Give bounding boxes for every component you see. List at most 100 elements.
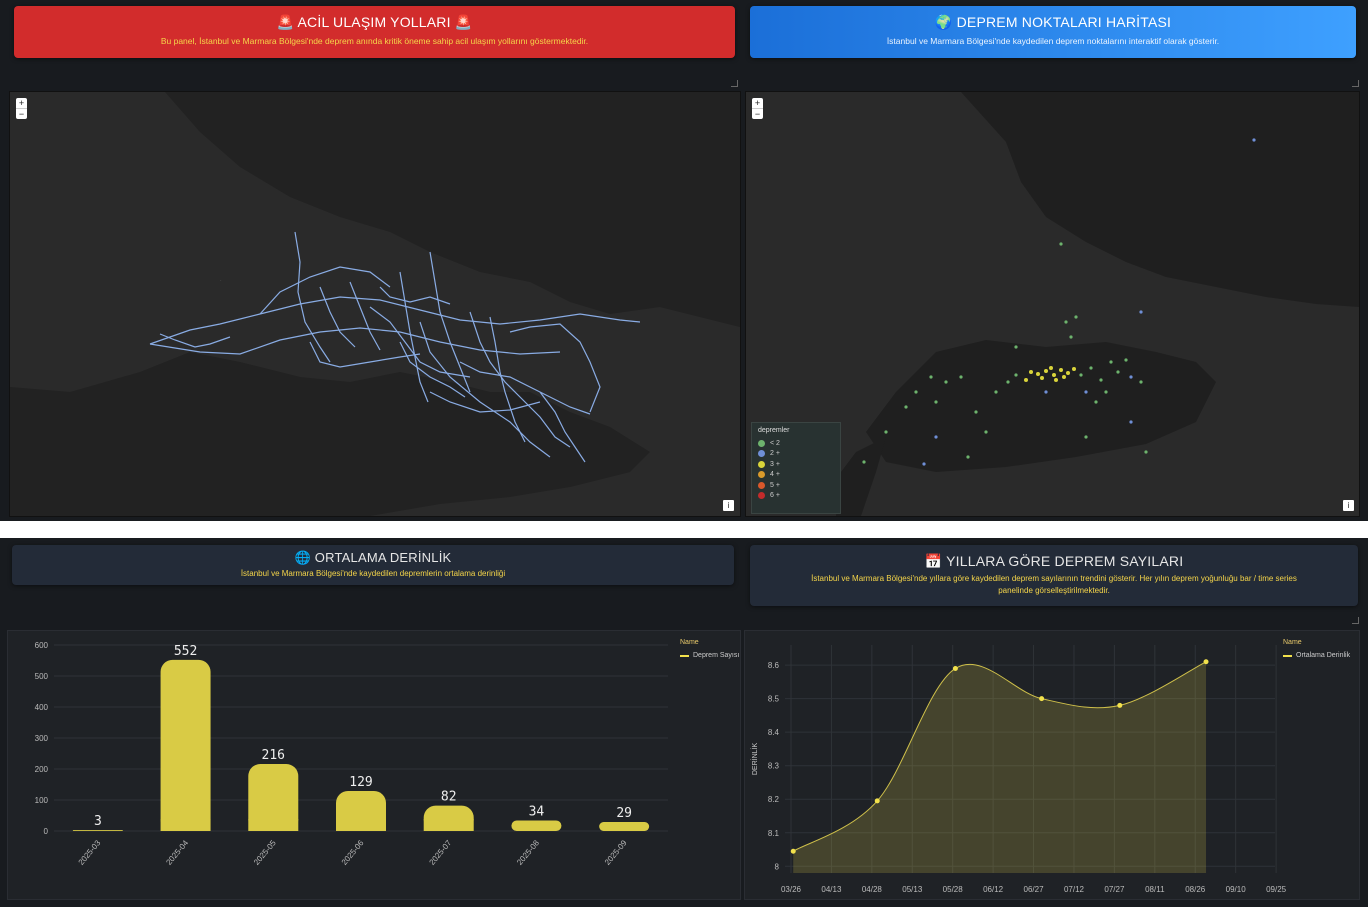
quakes-panel-header: 🌍 DEPREM NOKTALARI HARİTASI İstanbul ve … — [750, 6, 1356, 58]
y-tick-label: 100 — [35, 796, 49, 805]
y-tick-label: 8.3 — [768, 762, 780, 771]
roads-panel-header: 🚨 ACİL ULAŞIM YOLLARI 🚨 Bu panel, İstanb… — [14, 6, 735, 58]
marmara-sea — [866, 340, 1216, 472]
roads-panel-subtitle: Bu panel, İstanbul ve Marmara Bölgesi'nd… — [160, 36, 589, 46]
depth-panel-subtitle: İstanbul ve Marmara Bölgesi'nde kaydedil… — [240, 569, 506, 578]
legend-name-header: Name — [680, 639, 699, 646]
x-tick-label: 2025-09 — [603, 838, 629, 867]
bar[interactable] — [248, 764, 299, 831]
legend-item[interactable]: < 2 — [758, 438, 834, 449]
line-chart-panel: 8 8.1 8.2 8.3 8.4 8.5 8.6 03/26 04/13 04/28 05/13 0… — [744, 630, 1360, 900]
y-tick-label: 200 — [35, 765, 49, 774]
line-chart[interactable]: 8 8.1 8.2 8.3 8.4 8.5 8.6 03/26 04/13 04/28 05/13 0… — [745, 631, 1359, 899]
legend-item-label: 6 + — [770, 492, 780, 500]
info-button[interactable]: i — [1343, 500, 1354, 511]
resize-handle[interactable] — [1352, 80, 1359, 87]
quakes-map-canvas[interactable] — [746, 92, 1359, 516]
data-point[interactable] — [1039, 696, 1045, 702]
bar-base — [160, 819, 211, 831]
bar[interactable] — [511, 820, 562, 831]
bar[interactable] — [72, 830, 123, 831]
y-tick-label: 8 — [775, 862, 780, 871]
bar-chart-panel: 0 100 200 300 400 500 600 3 2025-03 552 2025-04 216… — [7, 630, 741, 900]
yearly-panel-subtitle-2: panelinde görselleştirilmektedir. — [998, 586, 1110, 595]
legend-item-label: < 2 — [770, 439, 780, 447]
legend-color-dot — [758, 460, 765, 468]
data-point[interactable] — [952, 665, 958, 671]
bar[interactable] — [599, 822, 650, 831]
x-tick-label: 06/27 — [1024, 885, 1045, 894]
bar-base — [423, 819, 474, 831]
bar-value-label: 129 — [349, 775, 372, 790]
roads-map[interactable]: · + − i — [9, 91, 741, 517]
bar[interactable] — [160, 659, 211, 831]
quakes-panel-title: 🌍 DEPREM NOKTALARI HARİTASI — [934, 14, 1172, 30]
zoom-out-button[interactable]: − — [754, 109, 761, 119]
yearly-panel-subtitle-1: İstanbul ve Marmara Bölgesi'nde yıllara … — [811, 574, 1297, 583]
bar-value-label: 82 — [441, 790, 457, 805]
roads-panel-title: 🚨 ACİL ULAŞIM YOLLARI 🚨 — [276, 14, 473, 30]
marmara-sea — [10, 352, 650, 516]
legend-swatch — [1283, 654, 1292, 657]
bar-value-label: 3 — [94, 814, 102, 829]
x-tick-label: 2025-03 — [77, 838, 103, 867]
x-tick-label: 04/13 — [821, 885, 842, 894]
legend-item-label: Ortalama Derinlik — [1296, 652, 1351, 659]
legend-color-dot — [758, 450, 765, 458]
quakes-map[interactable]: + − depremler < 2 2 + 3 + 4 + 5 + 6 + i — [745, 91, 1360, 517]
legend-color-dot — [758, 471, 765, 479]
legend-item-label: 2 + — [770, 450, 780, 458]
zoom-in-button[interactable]: + — [16, 98, 27, 109]
area-fill — [793, 661, 1207, 873]
legend-item-label: 5 + — [770, 481, 780, 489]
x-tick-label: 03/26 — [781, 885, 802, 894]
legend-item[interactable]: Deprem Sayısı — [680, 652, 739, 659]
y-tick-label: 8.2 — [768, 795, 780, 804]
data-point[interactable] — [790, 848, 796, 854]
bar-base — [248, 819, 299, 831]
quakes-zoom-control: + − — [752, 98, 763, 119]
legend-swatch — [680, 654, 689, 657]
info-button[interactable]: i — [723, 500, 734, 511]
depth-panel-header: 🌐 ORTALAMA DERİNLİK İstanbul ve Marmara … — [12, 545, 734, 585]
roads-map-canvas[interactable]: · — [10, 92, 740, 516]
quake-magnitude-legend: depremler < 2 2 + 3 + 4 + 5 + 6 + — [751, 422, 841, 514]
legend-item-label: Deprem Sayısı — [693, 652, 740, 659]
quake-points — [862, 138, 1256, 466]
series-line[interactable] — [792, 661, 1207, 852]
roads-zoom-control: + − — [16, 98, 27, 119]
y-tick-label: 8.5 — [768, 695, 780, 704]
legend-item[interactable]: 6 + — [758, 491, 834, 502]
yearly-panel-header: 📅 YILLARA GÖRE DEPREM SAYILARI İstanbul … — [750, 545, 1358, 606]
legend-item[interactable]: 4 + — [758, 470, 834, 481]
black-sea — [165, 92, 740, 327]
x-tick-label: 04/28 — [862, 885, 883, 894]
x-tick-label: 2025-07 — [427, 838, 453, 867]
x-tick-label: 07/27 — [1104, 885, 1125, 894]
data-point[interactable] — [874, 798, 880, 804]
legend-color-dot — [758, 481, 765, 489]
resize-handle[interactable] — [731, 80, 738, 87]
legend-name-header: Name — [1283, 639, 1302, 646]
zoom-out-button[interactable]: − — [18, 109, 25, 119]
resize-handle[interactable] — [1352, 617, 1359, 624]
row-divider — [0, 521, 1368, 538]
x-tick-label: 06/12 — [983, 885, 1004, 894]
bar-value-label: 34 — [529, 804, 545, 819]
legend-item[interactable]: 5 + — [758, 480, 834, 491]
bar-value-label: 216 — [262, 748, 285, 763]
quakes-panel-subtitle: İstanbul ve Marmara Bölgesi'nde kaydedil… — [886, 36, 1220, 46]
data-point[interactable] — [1203, 659, 1209, 665]
bar-chart[interactable]: 0 100 200 300 400 500 600 3 2025-03 552 2025-04 216… — [8, 631, 740, 899]
x-tick-label: 2025-06 — [340, 838, 366, 867]
depth-panel-title: 🌐 ORTALAMA DERİNLİK — [294, 550, 452, 565]
dardanelles — [836, 437, 886, 516]
legend-item[interactable]: 2 + — [758, 449, 834, 460]
zoom-in-button[interactable]: + — [752, 98, 763, 109]
x-tick-label: 05/13 — [902, 885, 923, 894]
data-point[interactable] — [1117, 702, 1123, 708]
legend-item[interactable]: Ortalama Derinlik — [1283, 652, 1350, 659]
legend-item[interactable]: 3 + — [758, 459, 834, 470]
legend-item-label: 4 + — [770, 471, 780, 479]
y-tick-label: 8.6 — [768, 661, 780, 670]
